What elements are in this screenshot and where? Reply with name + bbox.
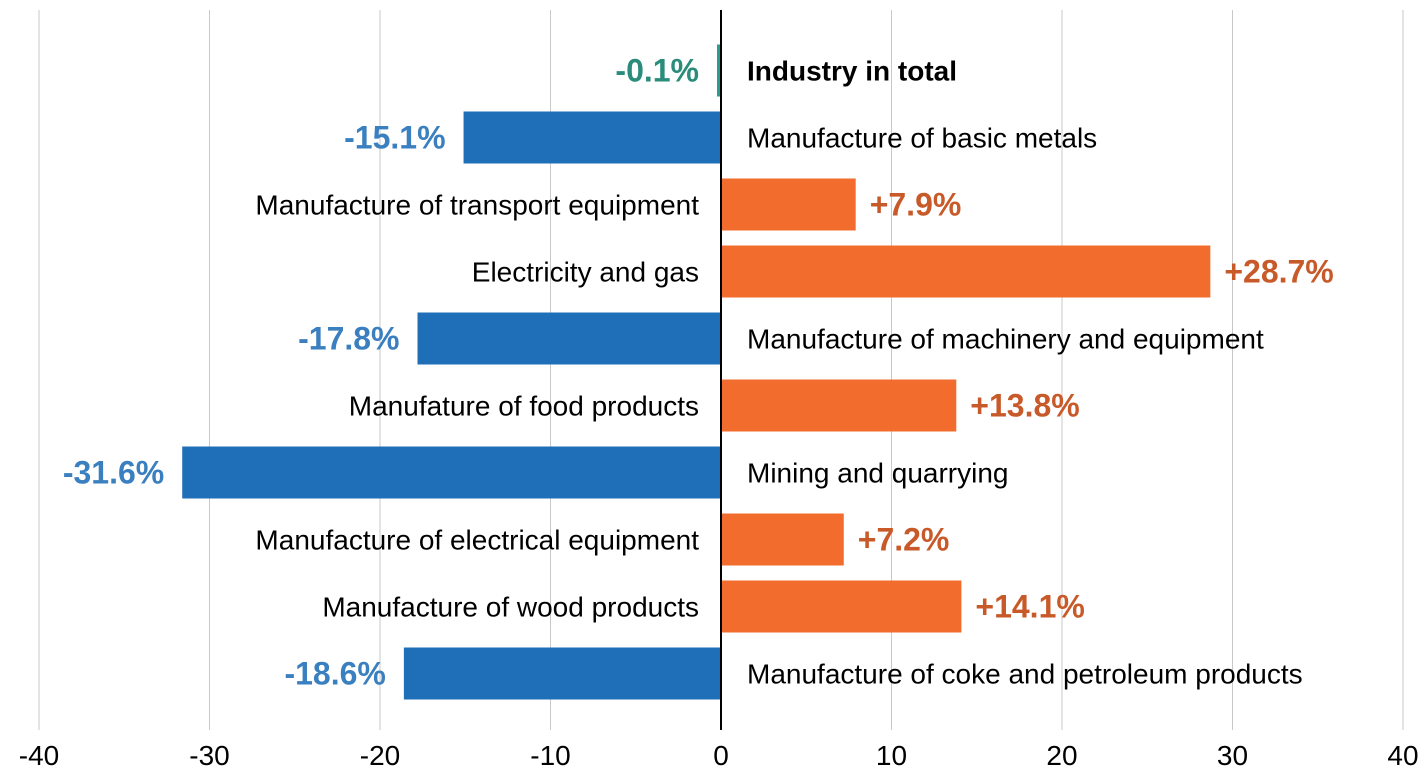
bar [721,178,856,231]
category-label: Manufature of food products [349,391,699,422]
x-tick-label: 40 [1387,740,1418,771]
category-label: Manufacture of basic metals [747,123,1097,154]
bar [182,446,722,499]
category-label: Electricity and gas [472,257,699,288]
data-label: -18.6% [284,656,385,692]
bar [721,245,1211,298]
bar [721,513,844,566]
x-tick-label: 10 [876,740,907,771]
bar [417,312,721,365]
data-label: -17.8% [298,321,399,357]
x-tick-label: -40 [19,740,59,771]
x-tick-label: -30 [189,740,229,771]
x-tick-label: 30 [1217,740,1248,771]
bar [717,44,721,97]
bars [182,44,1211,700]
data-label: -31.6% [63,455,164,491]
category-label: Manufacture of coke and petroleum produc… [747,659,1303,690]
bar [403,647,721,700]
data-label: +7.9% [870,187,962,223]
value-labels: -0.1% -15.1% +7.9% +28.7% -17.8% +13.8% -31.6%… [63,53,1334,692]
data-label: +7.2% [858,522,950,558]
category-label: Industry in total [747,56,957,87]
x-tick-label: 0 [713,740,729,771]
x-tick-label: -10 [530,740,570,771]
x-tick-label: -20 [360,740,400,771]
data-label: -15.1% [344,120,445,156]
category-label: Manufacture of transport equipment [255,190,699,221]
data-label: +14.1% [975,589,1084,625]
category-label: Manufacture of machinery and equipment [747,324,1264,355]
bar [721,379,957,432]
category-label: Mining and quarrying [747,458,1009,489]
category-labels: Industry in total Manufacture of basic me… [255,56,1302,690]
x-axis-tick-labels: -40 -30 -20 -10 0 10 20 30 40 [19,740,1418,771]
data-label: +13.8% [970,388,1079,424]
bar [721,580,962,633]
data-label: -0.1% [615,53,699,89]
data-label: +28.7% [1224,254,1333,290]
category-label: Manufacture of electrical equipment [255,525,699,556]
bar [463,111,721,164]
category-label: Manufacture of wood products [322,592,699,623]
x-tick-label: 20 [1046,740,1077,771]
